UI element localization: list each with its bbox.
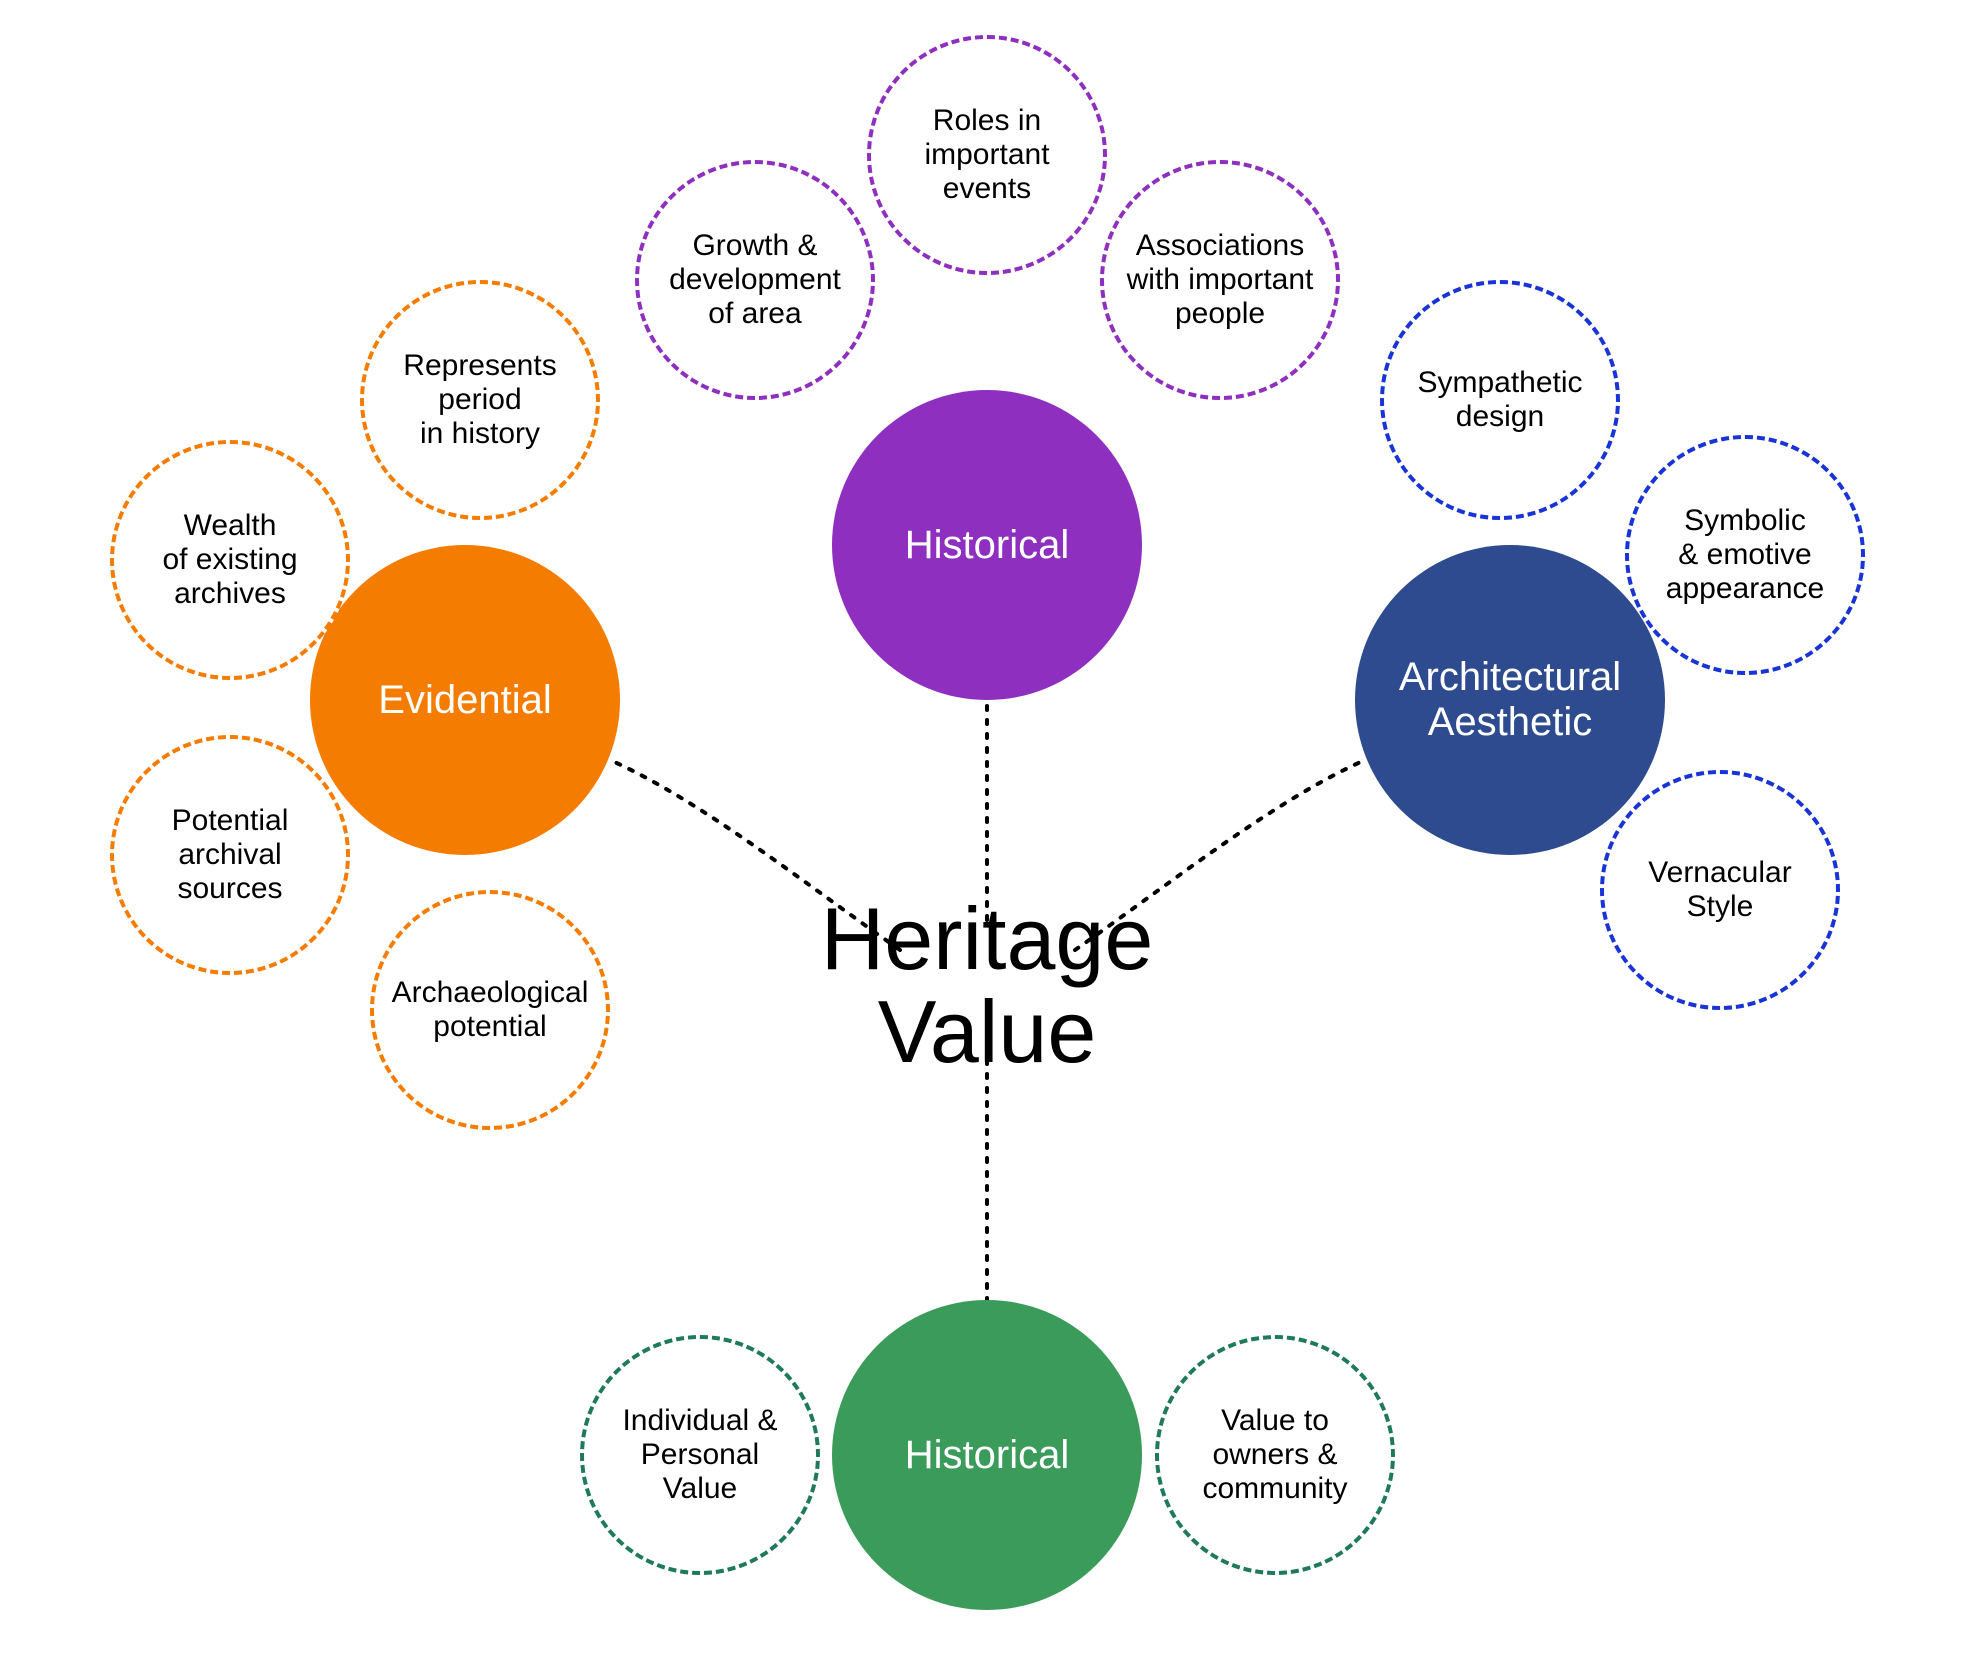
- satellite-architectural-0: Sympatheticdesign: [1380, 280, 1620, 520]
- center-label: HeritageValue: [687, 893, 1287, 1078]
- satellite-architectural-2: VernacularStyle: [1600, 770, 1840, 1010]
- satellite-historical_bottom-0: Individual &PersonalValue: [580, 1335, 820, 1575]
- hub-historical_bottom: Historical: [832, 1300, 1142, 1610]
- satellite-evidential-3: Archaeologicalpotential: [370, 890, 610, 1130]
- satellite-historical_top-0: Growth &developmentof area: [635, 160, 875, 400]
- satellite-historical_top-1: Roles inimportantevents: [867, 35, 1107, 275]
- satellite-evidential-1: Wealthof existingarchives: [110, 440, 350, 680]
- satellite-architectural-1: Symbolic& emotiveappearance: [1625, 435, 1865, 675]
- satellite-evidential-2: Potentialarchivalsources: [110, 735, 350, 975]
- satellite-historical_top-2: Associationswith importantpeople: [1100, 160, 1340, 400]
- satellite-historical_bottom-1: Value toowners &community: [1155, 1335, 1395, 1575]
- satellite-evidential-0: Representsperiodin history: [360, 280, 600, 520]
- hub-evidential: Evidential: [310, 545, 620, 855]
- hub-architectural: ArchitecturalAesthetic: [1355, 545, 1665, 855]
- hub-historical_top: Historical: [832, 390, 1142, 700]
